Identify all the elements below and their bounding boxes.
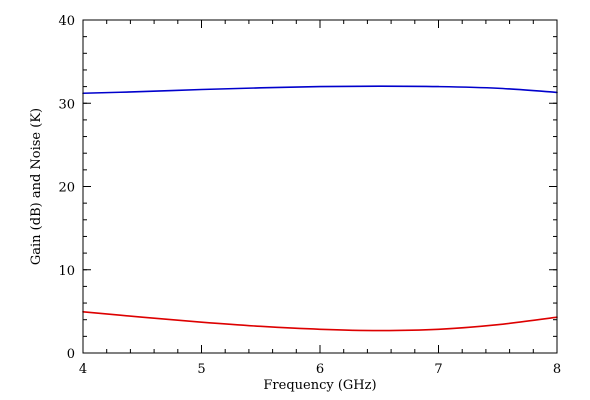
x-tick-label: 4: [79, 362, 87, 377]
y-axis-label: Gain (dB) and Noise (K): [29, 108, 44, 265]
plot-frame: [82, 19, 558, 354]
y-tick-label: 20: [58, 181, 75, 196]
x-axis-label: Frequency (GHz): [263, 378, 376, 393]
minor-ticks: [82, 19, 558, 354]
x-tick-label: 7: [434, 362, 442, 377]
series-line-red: [82, 310, 558, 332]
y-tick-label: 10: [58, 264, 75, 279]
series-layer: [82, 85, 558, 332]
y-tick-label: 40: [58, 14, 75, 29]
x-tick-labels: 4 5 6 7 8: [79, 362, 561, 377]
major-ticks: [82, 19, 558, 354]
x-tick-label: 6: [316, 362, 324, 377]
y-tick-labels: 0 10 20 30 40: [58, 14, 75, 362]
y-tick-label: 30: [58, 97, 75, 112]
x-tick-label: 5: [197, 362, 205, 377]
y-tick-label: 0: [67, 347, 75, 362]
x-tick-label: 8: [553, 362, 561, 377]
series-line-blue: [82, 85, 558, 95]
